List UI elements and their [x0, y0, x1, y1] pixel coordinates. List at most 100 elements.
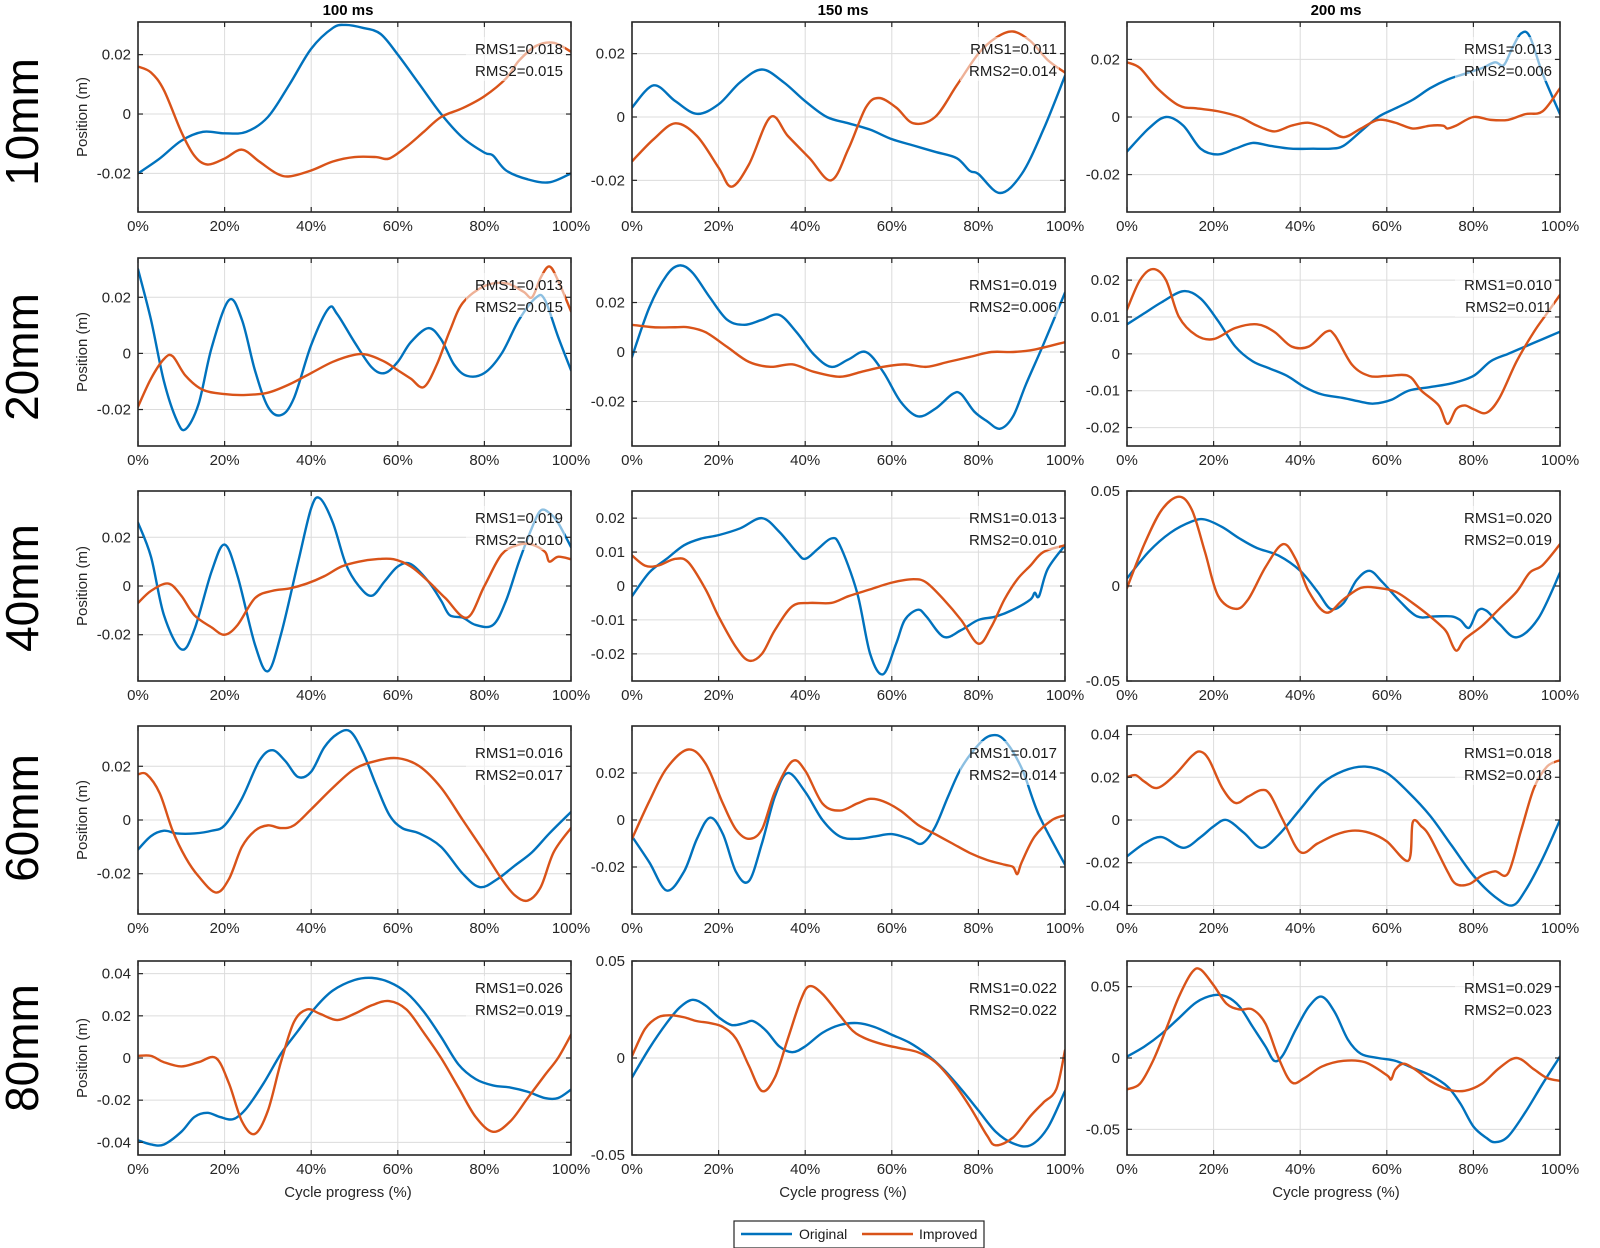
- x-tick-label: 0%: [1116, 920, 1138, 937]
- x-tick-label: 0%: [621, 218, 643, 235]
- y-tick-label: -0.02: [591, 172, 625, 189]
- rms2-label: RMS2=0.023: [1464, 1002, 1552, 1019]
- x-tick-label: 40%: [296, 218, 326, 235]
- x-tick-label: 60%: [1372, 687, 1402, 704]
- rms1-label: RMS1=0.019: [475, 510, 563, 527]
- rms-box: [466, 273, 565, 317]
- x-axis-labels: Cycle progress (%) Cycle progress (%) Cy…: [284, 1184, 1400, 1201]
- x-tick-label: 60%: [877, 920, 907, 937]
- x-tick-label: 40%: [1285, 920, 1315, 937]
- y-tick-label: -0.02: [97, 627, 131, 644]
- panel-80mm-200ms: RMS1=0.029 RMS2=0.023 0% 20% 40% 60% 80% 100% -0…: [1086, 960, 1579, 1178]
- x-tick-label: 0%: [127, 687, 149, 704]
- x-tick-label: 100%: [1541, 218, 1579, 235]
- y-tick-label: 0: [123, 1050, 131, 1067]
- x-tick-label: 0%: [127, 920, 149, 937]
- y-tick-label: 0: [617, 578, 625, 595]
- y-tick-label: 0: [1112, 812, 1120, 829]
- y-tick-label: -0.05: [1086, 1121, 1120, 1138]
- x-tick-label: 0%: [621, 687, 643, 704]
- x-tick-label: 100%: [552, 687, 590, 704]
- column-title-150ms: 150 ms: [818, 2, 869, 19]
- y-tick-label: 0.04: [102, 966, 131, 983]
- y-tick-label: -0.01: [591, 612, 625, 629]
- series-line-original: [632, 733, 1065, 892]
- y-tick-label: 0.02: [102, 529, 131, 546]
- x-tick-label: 60%: [1372, 920, 1402, 937]
- rms1-label: RMS1=0.013: [475, 277, 563, 294]
- y-tick-label: 0.02: [596, 295, 625, 312]
- rms2-label: RMS2=0.006: [969, 299, 1057, 316]
- rms2-label: RMS2=0.014: [969, 63, 1057, 80]
- rms2-label: RMS2=0.010: [475, 532, 563, 549]
- rms1-label: RMS1=0.013: [1464, 41, 1552, 58]
- y-tick-label: 0: [617, 1050, 625, 1067]
- y-tick-label: 0: [123, 106, 131, 123]
- y-tick-label: 0.02: [102, 289, 131, 306]
- y-tick-label: 0.02: [1091, 51, 1120, 68]
- rms-box: [960, 976, 1059, 1020]
- y-tick-label: 0.02: [1091, 272, 1120, 289]
- rms1-label: RMS1=0.019: [969, 277, 1057, 294]
- y-tick-label: 0: [123, 578, 131, 595]
- x-tick-label: 80%: [1458, 452, 1488, 469]
- y-tick-label: 0: [1112, 346, 1120, 363]
- axes-box: [137, 257, 572, 447]
- x-tick-label: 80%: [469, 218, 499, 235]
- x-tick-label: 60%: [383, 687, 413, 704]
- x-tick-label: 80%: [963, 452, 993, 469]
- x-tick-label: 0%: [127, 1161, 149, 1178]
- series-line-original: [1127, 765, 1560, 907]
- column-title-200ms: 200 ms: [1311, 2, 1362, 19]
- x-tick-label: 80%: [469, 452, 499, 469]
- x-tick-label: 20%: [704, 218, 734, 235]
- series-line-improved: [1127, 495, 1560, 652]
- x-tick-label: 40%: [296, 920, 326, 937]
- x-tick-label: 0%: [621, 452, 643, 469]
- rms1-label: RMS1=0.029: [1464, 980, 1552, 997]
- rms1-label: RMS1=0.011: [970, 41, 1057, 58]
- y-tick-label: -0.02: [97, 402, 131, 419]
- x-tick-label: 100%: [1046, 1161, 1084, 1178]
- rms-box: [1455, 37, 1554, 81]
- panel-10mm-150ms: RMS1=0.011 RMS2=0.014 0% 20% 40% 60% 80% 100% -0…: [591, 21, 1084, 235]
- series-line-improved: [1127, 61, 1560, 139]
- x-tick-label: 60%: [1372, 452, 1402, 469]
- x-tick-label: 80%: [963, 1161, 993, 1178]
- series-line-improved: [1127, 267, 1560, 426]
- x-tick-label: 100%: [1046, 687, 1084, 704]
- x-tick-label: 100%: [1541, 1161, 1579, 1178]
- column-title-100ms: 100 ms: [323, 2, 374, 19]
- y-tick-label: 0.05: [596, 953, 625, 970]
- x-tick-label: 60%: [877, 452, 907, 469]
- x-tick-label: 60%: [877, 1161, 907, 1178]
- x-tick-label: 20%: [704, 1161, 734, 1178]
- rms-box: [466, 506, 565, 550]
- x-tick-label: 60%: [383, 1161, 413, 1178]
- y-tick-label: 0: [123, 812, 131, 829]
- x-tick-label: 80%: [469, 1161, 499, 1178]
- x-tick-label: 20%: [704, 687, 734, 704]
- column-titles: 100 ms 150 ms 200 ms: [323, 2, 1362, 19]
- rms-box: [960, 506, 1059, 550]
- x-tick-label: 100%: [1046, 920, 1084, 937]
- y-tick-label: 0: [617, 109, 625, 126]
- x-tick-label: 60%: [383, 218, 413, 235]
- y-axis-label: Position (m): [74, 1018, 91, 1098]
- x-tick-label: 20%: [210, 218, 240, 235]
- y-axis-label: Position (m): [74, 546, 91, 626]
- panel-60mm-200ms: RMS1=0.018 RMS2=0.018 0% 20% 40% 60% 80% 100% -0…: [1086, 725, 1579, 937]
- x-tick-label: 0%: [1116, 687, 1138, 704]
- rms1-label: RMS1=0.022: [969, 980, 1057, 997]
- x-tick-label: 40%: [790, 452, 820, 469]
- y-tick-label: -0.01: [1086, 383, 1120, 400]
- rms1-label: RMS1=0.018: [475, 41, 563, 58]
- x-axis-label-200ms: Cycle progress (%): [1272, 1184, 1400, 1201]
- x-tick-label: 80%: [469, 687, 499, 704]
- row-label-40mm: 40mm: [0, 524, 48, 652]
- y-tick-label: -0.02: [97, 165, 131, 182]
- x-tick-label: 40%: [1285, 687, 1315, 704]
- rms2-label: RMS2=0.017: [475, 767, 563, 784]
- x-tick-label: 60%: [877, 218, 907, 235]
- x-tick-label: 20%: [1199, 920, 1229, 937]
